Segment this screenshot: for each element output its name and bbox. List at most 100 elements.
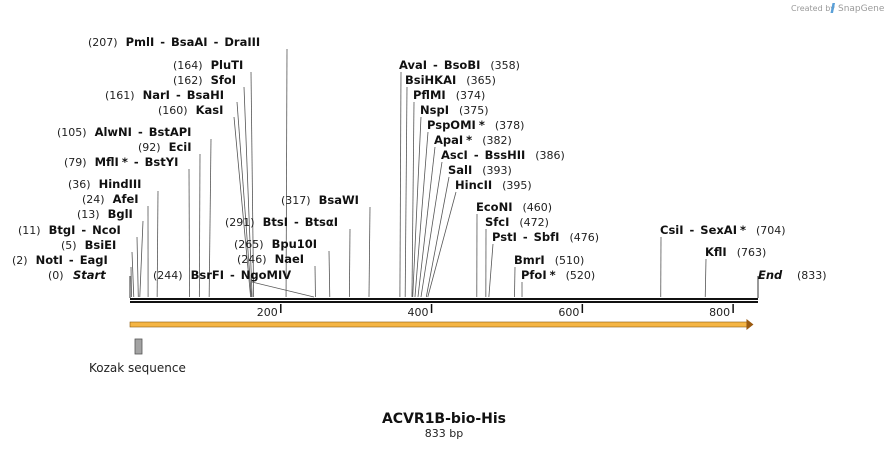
leader-line-mfli	[188, 168, 190, 298]
enzyme-name: EcoNI	[476, 200, 512, 214]
site-noti[interactable]: (2) NotI - EagI	[12, 253, 108, 267]
site-bsiei[interactable]: (5) BsiEI	[61, 238, 116, 252]
site-pluti[interactable]: (164) PluTI	[173, 58, 243, 72]
site-hincii[interactable]: HincII (395)	[455, 178, 532, 192]
leader-line-apai	[417, 146, 436, 298]
site-bstsi[interactable]: (291) BtsI - BtsαI	[225, 215, 338, 229]
site-hindiii[interactable]: (36) HindIII	[68, 177, 141, 191]
site-apai[interactable]: ApaI * (382)	[434, 133, 512, 147]
end-position: (833)	[797, 269, 827, 282]
start-position: (0)	[48, 269, 64, 282]
leader-line-bsrfi	[251, 281, 315, 298]
ruler-tick-label: 400	[408, 306, 429, 319]
enzyme-name: CsiI	[660, 223, 684, 237]
enzyme-name: AfeI	[113, 192, 139, 206]
site-position: (472)	[519, 216, 549, 229]
site-kasi[interactable]: (160) KasI	[158, 103, 223, 117]
site-nspi[interactable]: NspI (375)	[420, 103, 489, 117]
enzyme-name: PfoI	[521, 268, 547, 282]
site-pmli[interactable]: (207) PmlI - BsaAI - DraIII	[88, 35, 260, 49]
site-position: (378)	[495, 119, 525, 132]
site-sali[interactable]: SalI (393)	[448, 163, 512, 177]
credit-prefix: Created by	[791, 4, 835, 13]
site-ecii[interactable]: (92) EciI	[138, 140, 192, 154]
end-label: End	[758, 268, 783, 282]
site-position: (374)	[456, 89, 486, 102]
enzyme-name: PspOMI	[427, 118, 476, 132]
site-afei[interactable]: (24) AfeI	[82, 192, 139, 206]
site-position: (395)	[502, 179, 532, 192]
site-bsihkai[interactable]: BsiHKAI (365)	[405, 73, 496, 87]
site-alwni[interactable]: (105) AlwNI - BstAPI	[57, 125, 191, 139]
enzyme-name: AscI	[441, 148, 468, 162]
feature-label-kozak: Kozak sequence	[89, 361, 186, 375]
ruler-tick-label: 200	[257, 306, 278, 319]
site-position: (160)	[158, 104, 188, 117]
enzyme-name: BsrFI	[191, 268, 224, 282]
enzyme-name: NotI	[36, 253, 63, 267]
feature-kozak-box[interactable]	[134, 338, 143, 355]
leader-line-pluti	[250, 71, 255, 298]
enzyme-name: SexAI	[700, 223, 737, 237]
enzyme-name: PstI	[492, 230, 517, 244]
leader-line-pmli	[285, 48, 288, 298]
orf-body[interactable]	[129, 321, 748, 328]
site-bmri[interactable]: BmrI (510)	[514, 253, 584, 267]
site-position: (13)	[77, 208, 100, 221]
enzyme-separator: -	[160, 35, 165, 49]
site-bsawi[interactable]: (317) BsaWI	[281, 193, 359, 207]
enzyme-name: HincII	[455, 178, 492, 192]
site-econi[interactable]: EcoNI (460)	[476, 200, 552, 214]
site-psppomi[interactable]: PspOMI * (378)	[427, 118, 524, 132]
site-btgi[interactable]: (11) BtgI - NcoI	[18, 223, 121, 237]
backbone-strand-top	[130, 298, 758, 300]
site-bgli[interactable]: (13) BglI	[77, 207, 133, 221]
leader-line-hincii	[427, 191, 457, 298]
enzyme-name: BtsαI	[305, 215, 338, 229]
enzyme-name: BtsI	[263, 215, 288, 229]
site-asci[interactable]: AscI - BssHII (386)	[441, 148, 565, 162]
leader-line-bsiei	[131, 251, 135, 298]
enzyme-name: ApaI	[434, 133, 463, 147]
enzyme-name: SfcI	[485, 215, 509, 229]
enzyme-separator: -	[294, 215, 299, 229]
start-label: Start	[73, 268, 106, 282]
enzyme-name: SalI	[448, 163, 472, 177]
site-position: (11)	[18, 224, 41, 237]
site-sfoi[interactable]: (162) SfoI	[173, 73, 236, 87]
ruler-tick-label: 800	[709, 306, 730, 319]
site-position: (5)	[61, 239, 77, 252]
star-marker: *	[550, 268, 556, 282]
site-bpu10i[interactable]: (265) Bpu10I	[234, 237, 317, 251]
leader-line-bstsi	[348, 228, 351, 298]
enzyme-name: HindIII	[99, 177, 142, 191]
site-mfli[interactable]: (79) MflI * - BstYI	[64, 155, 178, 169]
site-avai[interactable]: AvaI - BsoBI (358)	[399, 58, 520, 72]
site-psti[interactable]: PstI - SbfI (476)	[492, 230, 599, 244]
leader-line-kfli	[704, 258, 707, 298]
ruler-tick-label: 600	[558, 306, 579, 319]
site-position: (2)	[12, 254, 28, 267]
site-position: (92)	[138, 141, 161, 154]
site-position: (36)	[68, 178, 91, 191]
backbone-strand-bottom	[130, 301, 758, 303]
star-marker: *	[479, 118, 485, 132]
site-pflmi[interactable]: PflMI (374)	[413, 88, 485, 102]
site-bsrfi[interactable]: (244) BsrFI - NgoMIV	[153, 268, 291, 282]
feature-track	[134, 338, 143, 355]
orf-arrow[interactable]	[129, 319, 754, 330]
sequence-length: 833 bp	[425, 427, 463, 440]
site-position: (291)	[225, 216, 255, 229]
site-csii[interactable]: CsiI - SexAI * (704)	[660, 223, 786, 237]
site-position: (24)	[82, 193, 105, 206]
site-kfli[interactable]: KflI (763)	[705, 245, 766, 259]
site-naei[interactable]: (246) NaeI	[237, 252, 304, 266]
site-pfoi[interactable]: PfoI * (520)	[521, 268, 595, 282]
enzyme-separator: -	[81, 223, 86, 237]
enzyme-name: MflI	[95, 155, 119, 169]
site-nari[interactable]: (161) NarI - BsaHI	[105, 88, 224, 102]
enzyme-name: EagI	[80, 253, 108, 267]
enzyme-name: BstAPI	[149, 125, 192, 139]
site-sfci[interactable]: SfcI (472)	[485, 215, 549, 229]
leader-line-bsawi	[368, 206, 371, 298]
